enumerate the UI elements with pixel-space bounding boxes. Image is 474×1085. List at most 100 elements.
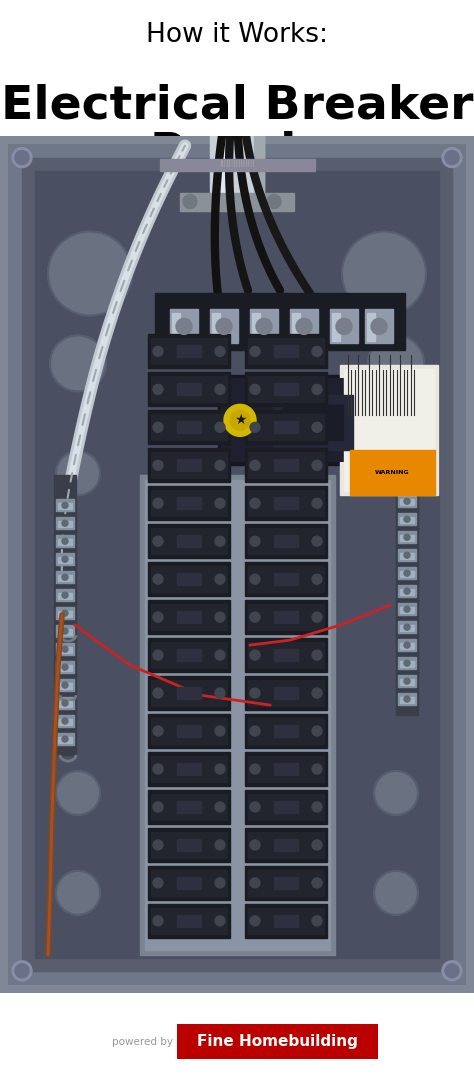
Bar (58, 521, 72, 527)
Bar (148, 448, 230, 482)
Circle shape (12, 148, 32, 167)
Circle shape (404, 607, 410, 612)
Circle shape (62, 520, 68, 526)
Circle shape (250, 460, 260, 470)
Bar (398, 532, 416, 544)
Bar (274, 915, 298, 927)
Bar (177, 725, 201, 737)
Circle shape (230, 410, 250, 431)
Bar (245, 524, 327, 558)
Bar (148, 334, 230, 369)
Bar (245, 334, 327, 369)
Circle shape (62, 502, 68, 508)
Circle shape (50, 335, 106, 392)
Bar (177, 801, 201, 813)
Circle shape (215, 460, 225, 470)
Bar (398, 513, 416, 525)
Circle shape (216, 318, 232, 334)
Circle shape (15, 963, 29, 978)
Bar (148, 562, 230, 596)
Bar (274, 573, 298, 585)
Bar (148, 524, 230, 558)
Circle shape (342, 231, 426, 316)
Circle shape (250, 346, 260, 356)
Circle shape (62, 628, 68, 634)
Bar (250, 309, 278, 344)
Bar (151, 604, 227, 630)
Bar (148, 714, 230, 748)
Bar (177, 421, 201, 433)
Bar (400, 553, 414, 559)
Circle shape (442, 961, 462, 981)
Bar (58, 647, 72, 653)
Bar (56, 715, 74, 727)
Circle shape (312, 726, 322, 736)
Circle shape (442, 148, 462, 167)
Bar (344, 369, 434, 492)
Bar (177, 573, 201, 585)
Bar (400, 697, 414, 703)
Circle shape (312, 916, 322, 926)
Circle shape (404, 498, 410, 505)
Circle shape (153, 498, 163, 508)
Bar (274, 801, 298, 813)
Bar (248, 339, 324, 365)
Circle shape (250, 688, 260, 698)
Bar (248, 908, 324, 934)
Circle shape (312, 840, 322, 850)
Circle shape (62, 700, 68, 706)
Bar (245, 790, 327, 824)
Circle shape (404, 571, 410, 576)
Bar (274, 649, 298, 661)
Circle shape (153, 878, 163, 888)
Text: Main Breaker: Main Breaker (228, 470, 368, 489)
Circle shape (404, 552, 410, 558)
Bar (400, 608, 414, 613)
Bar (400, 571, 414, 577)
Bar (58, 737, 72, 743)
Bar (151, 452, 227, 478)
Bar (170, 309, 198, 344)
Circle shape (267, 194, 281, 208)
Bar (396, 485, 418, 715)
Bar (210, 309, 238, 344)
Circle shape (215, 536, 225, 546)
Bar (248, 832, 324, 858)
Bar (148, 486, 230, 520)
Bar (245, 562, 327, 596)
Text: |||||||||||||||: ||||||||||||||| (219, 161, 255, 167)
Bar (248, 528, 324, 554)
Circle shape (215, 650, 225, 660)
Bar (160, 158, 315, 170)
Circle shape (12, 961, 32, 981)
Bar (58, 558, 72, 563)
Circle shape (153, 726, 163, 736)
Bar (400, 518, 414, 523)
Bar (274, 725, 298, 737)
Circle shape (215, 840, 225, 850)
Circle shape (153, 422, 163, 432)
Text: Neutral Bus: Neutral Bus (261, 574, 385, 593)
Circle shape (215, 384, 225, 394)
Circle shape (250, 764, 260, 774)
Bar (177, 763, 201, 775)
Bar (56, 661, 74, 673)
Circle shape (312, 346, 322, 356)
Bar (177, 915, 201, 927)
Circle shape (62, 610, 68, 616)
Text: Electrical Breaker
Panels: Electrical Breaker Panels (1, 84, 473, 176)
Bar (248, 680, 324, 706)
Bar (274, 611, 298, 623)
Circle shape (48, 231, 132, 316)
Bar (400, 625, 414, 631)
Circle shape (250, 878, 260, 888)
Bar (58, 629, 72, 635)
Bar (56, 571, 74, 583)
Bar (245, 486, 327, 520)
Bar (398, 675, 416, 687)
Bar (248, 794, 324, 820)
FancyBboxPatch shape (177, 1024, 378, 1059)
Bar (56, 733, 74, 745)
Text: powered by: powered by (112, 1036, 173, 1047)
Bar (245, 372, 327, 407)
